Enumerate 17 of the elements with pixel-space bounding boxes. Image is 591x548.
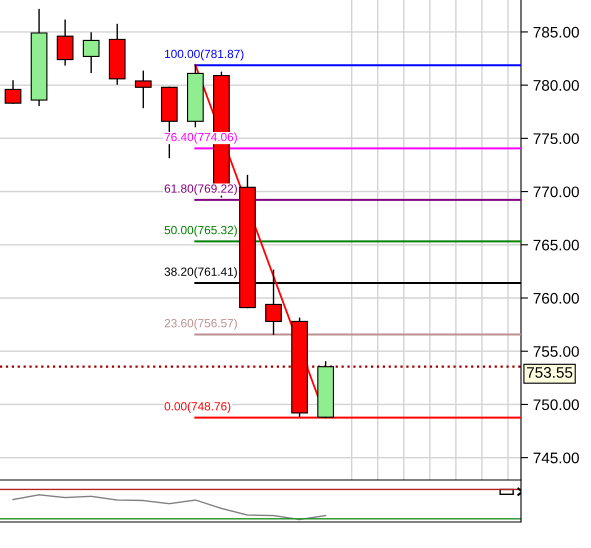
ref-line-label: 38.20(761.41) — [164, 267, 237, 278]
y-tick-label: 750.00 — [534, 399, 579, 410]
ref-line-label: 76.40(774.06) — [164, 132, 237, 144]
y-tick-label: 755.00 — [534, 346, 579, 357]
ref-line-label: 753.55 — [526, 367, 572, 378]
y-tick-label: 775.00 — [534, 133, 579, 144]
y-tick-label: 785.00 — [534, 26, 579, 38]
y-tick-label: 780.00 — [534, 80, 579, 91]
y-tick-label: 770.00 — [534, 186, 579, 198]
ref-line-label: 100.00(781.87) — [165, 49, 244, 60]
ref-line-label: 23.60(756.57) — [164, 318, 237, 330]
y-tick-label: 760.00 — [534, 292, 579, 304]
y-tick-label: 765.00 — [534, 240, 579, 250]
ref-line-label: 50.00(765.32) — [164, 226, 237, 237]
ref-line-label: 0.00(748.76) — [164, 402, 230, 413]
ref-line-label: 61.80(769.22) — [164, 184, 237, 196]
y-tick-label: 745.00 — [534, 452, 579, 464]
